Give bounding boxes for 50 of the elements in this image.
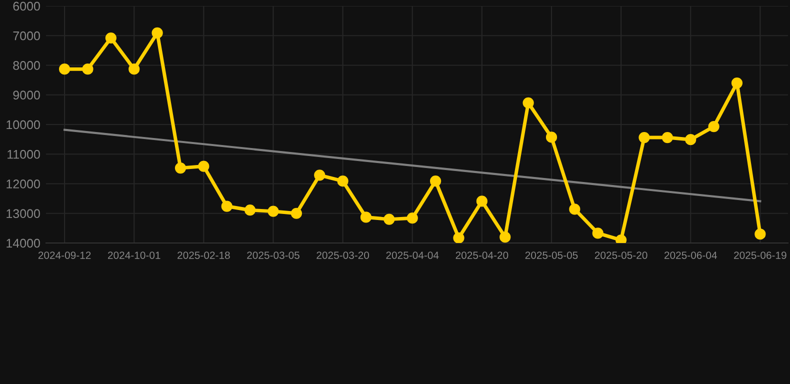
point xyxy=(476,196,488,207)
y-tick-label: 7000 xyxy=(13,31,40,40)
y-tick-label: 8000 xyxy=(13,61,40,70)
point xyxy=(731,77,743,89)
x-tick-label: 2025-06-19 xyxy=(734,252,786,259)
point xyxy=(569,204,580,215)
point xyxy=(522,97,534,108)
x-tick-label: 2025-03-20 xyxy=(316,252,370,259)
point xyxy=(244,204,256,216)
point xyxy=(638,132,650,144)
y-tick-label: 14000 xyxy=(6,238,40,248)
point xyxy=(82,64,94,75)
point xyxy=(152,27,163,39)
point xyxy=(546,132,558,143)
x-tick-label: 2024-10-01 xyxy=(108,252,160,259)
point xyxy=(105,32,116,44)
x-tick-label: 2025-05-20 xyxy=(594,252,648,259)
point xyxy=(198,160,210,172)
y-tick-label: 11000 xyxy=(8,150,40,159)
point xyxy=(406,212,418,224)
point xyxy=(268,206,279,217)
point xyxy=(360,212,372,223)
point xyxy=(500,232,511,243)
point xyxy=(430,176,442,187)
x-tick-label: 2025-06-04 xyxy=(664,252,717,259)
y-tick-label: 10000 xyxy=(6,120,40,130)
point xyxy=(754,228,766,240)
x-tick-label: 2025-04-20 xyxy=(456,252,508,259)
point xyxy=(384,214,395,225)
point xyxy=(337,176,348,187)
point xyxy=(128,64,140,75)
point xyxy=(685,134,696,146)
x-tick-label: 2025-04-04 xyxy=(386,252,439,259)
point xyxy=(290,208,302,219)
x-tick-label: 2025-03-05 xyxy=(247,252,300,259)
point xyxy=(174,162,186,174)
y-tick-label: 13000 xyxy=(6,209,40,218)
point xyxy=(662,132,673,144)
y-tick-label: 12000 xyxy=(6,180,40,188)
point xyxy=(592,228,604,239)
y-tick-label: 6000 xyxy=(13,2,40,11)
x-tick-label: 2025-05-05 xyxy=(525,252,578,259)
x-tick-label: 2025-02-18 xyxy=(178,252,230,259)
point xyxy=(221,200,232,212)
y-tick-label: 9000 xyxy=(13,90,40,100)
point xyxy=(453,232,464,243)
point xyxy=(708,121,720,132)
point xyxy=(58,64,70,75)
point xyxy=(314,170,326,181)
x-tick-label: 2024-09-12 xyxy=(38,252,91,259)
